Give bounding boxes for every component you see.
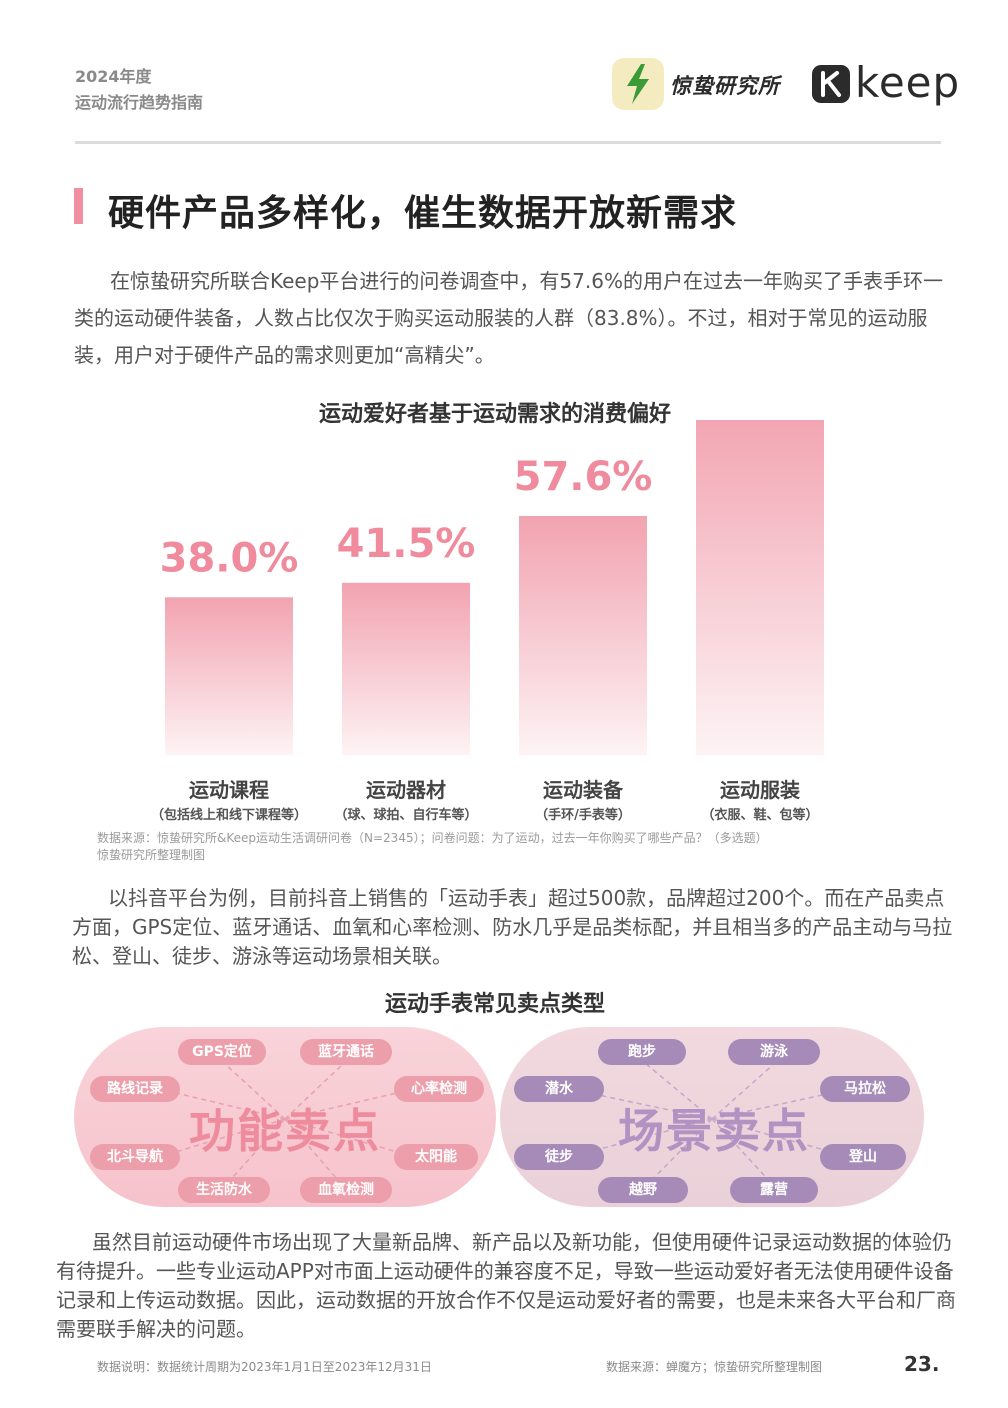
- category-note: （衣服、鞋、包等）: [701, 808, 819, 823]
- report-year: 2024年度: [75, 67, 152, 86]
- selling-points-title: 运动手表常见卖点类型: [384, 992, 605, 1017]
- scene-selling-points: 场景卖点 跑步 游泳 潜水 马拉松 徒步 登山 越野 露营: [500, 1027, 924, 1207]
- bar-2: [342, 582, 470, 755]
- brand-name-cn: 惊蛰研究所: [670, 74, 780, 98]
- function-item: 蓝牙通话: [300, 1039, 392, 1065]
- scene-center-label: 场景卖点: [618, 1104, 810, 1158]
- category-label: 运动装备: [543, 778, 623, 802]
- function-item: 路线记录: [90, 1076, 180, 1102]
- bar-value-label: 38.0%: [160, 535, 299, 581]
- function-item: 太阳能: [394, 1144, 478, 1170]
- brand-logos: 惊蛰研究所 keep: [612, 56, 959, 112]
- report-header-title: 2024年度 运动流行趋势指南: [75, 64, 203, 116]
- function-selling-points: 功能卖点 GPS定位 蓝牙通话 路线记录 心率检测 北斗导航 太阳能 生活防水 …: [74, 1027, 496, 1207]
- source-line-2: 惊蛰研究所整理制图: [97, 848, 206, 862]
- bar-value-label: 57.6%: [514, 454, 653, 500]
- header-divider: [75, 141, 941, 144]
- report-guide-name: 运动流行趋势指南: [75, 93, 204, 112]
- section-title: 硬件产品多样化，催生数据开放新需求: [108, 193, 738, 234]
- category-note: （手环/手表等）: [535, 808, 631, 823]
- scene-item: 马拉松: [820, 1076, 910, 1102]
- category-label: 运动器材: [366, 778, 446, 802]
- brand-name-en: keep: [855, 58, 961, 107]
- source-line-1: 数据来源：惊蛰研究所&Keep运动生活调研问卷（N=2345）；问卷问题：为了运…: [97, 831, 768, 845]
- category-label: 运动服装: [720, 778, 800, 802]
- function-connectors: [158, 1062, 415, 1188]
- chart-source-note: 数据来源：惊蛰研究所&Keep运动生活调研问卷（N=2345）；问卷问题：为了运…: [97, 830, 768, 864]
- category-note: （球、球拍、自行车等）: [334, 808, 478, 823]
- function-item: GPS定位: [178, 1039, 266, 1065]
- chart-title: 运动爱好者基于运动需求的消费偏好: [318, 402, 671, 427]
- scene-item: 跑步: [598, 1039, 686, 1065]
- scene-item: 徒步: [514, 1144, 604, 1170]
- footer-data-source: 数据来源：蝉魔方；惊蛰研究所整理制图: [606, 1360, 823, 1374]
- intro-paragraph: 在惊蛰研究所联合Keep平台进行的问卷调查中，有57.6%的用户在过去一年购买了…: [74, 269, 943, 367]
- keep-logo-icon: [812, 65, 850, 103]
- function-item: 生活防水: [178, 1177, 270, 1203]
- scene-item: 越野: [598, 1177, 688, 1203]
- section-accent-bar: [74, 188, 83, 224]
- scene-item: 登山: [820, 1144, 906, 1170]
- function-item: 心率检测: [394, 1076, 484, 1102]
- douyin-paragraph: 以抖音平台为例，目前抖音上销售的「运动手表」超过500款，品牌超过200个。而在…: [72, 886, 953, 968]
- closing-paragraph: 虽然目前运动硬件市场出现了大量新品牌、新产品以及新功能，但使用硬件记录运动数据的…: [56, 1230, 956, 1341]
- page-number: 23.: [904, 1352, 940, 1376]
- bar-4: [696, 420, 824, 755]
- consumption-bar-chart: 38.0%41.5%57.6%83.8%: [160, 420, 824, 755]
- jingzhe-logo: [612, 58, 664, 110]
- bar-3: [519, 515, 647, 755]
- function-item: 北斗导航: [90, 1144, 180, 1170]
- lightning-icon: [627, 64, 649, 104]
- category-label: 运动课程: [189, 778, 269, 802]
- function-center-label: 功能卖点: [189, 1104, 381, 1158]
- bar-value-label: 41.5%: [337, 521, 476, 567]
- scene-item: 游泳: [728, 1039, 820, 1065]
- function-item: 血氧检测: [300, 1177, 392, 1203]
- scene-item: 露营: [730, 1177, 818, 1203]
- bar-1: [165, 597, 293, 755]
- scene-item: 潜水: [514, 1076, 604, 1102]
- footer-data-note: 数据说明：数据统计周期为2023年1月1日至2023年12月31日: [97, 1360, 432, 1374]
- category-note: （包括线上和线下课程等）: [150, 808, 307, 823]
